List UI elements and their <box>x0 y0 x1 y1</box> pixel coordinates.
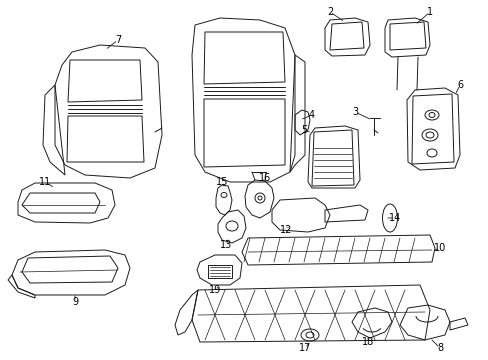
Text: 19: 19 <box>208 285 221 295</box>
Text: 11: 11 <box>39 177 51 187</box>
Text: 16: 16 <box>258 173 270 183</box>
Text: 7: 7 <box>115 35 121 45</box>
Text: 14: 14 <box>388 213 400 223</box>
Text: 8: 8 <box>436 343 442 353</box>
Text: 9: 9 <box>72 297 78 307</box>
Text: 15: 15 <box>215 177 228 187</box>
Text: 17: 17 <box>298 343 310 353</box>
Text: 5: 5 <box>300 125 306 135</box>
Text: 12: 12 <box>279 225 292 235</box>
Text: 10: 10 <box>433 243 445 253</box>
Text: 2: 2 <box>326 7 332 17</box>
Text: 18: 18 <box>361 337 373 347</box>
Text: 6: 6 <box>456 80 462 90</box>
Text: 1: 1 <box>426 7 432 17</box>
Text: 13: 13 <box>220 240 232 250</box>
Text: 4: 4 <box>308 110 314 120</box>
Text: 3: 3 <box>351 107 357 117</box>
